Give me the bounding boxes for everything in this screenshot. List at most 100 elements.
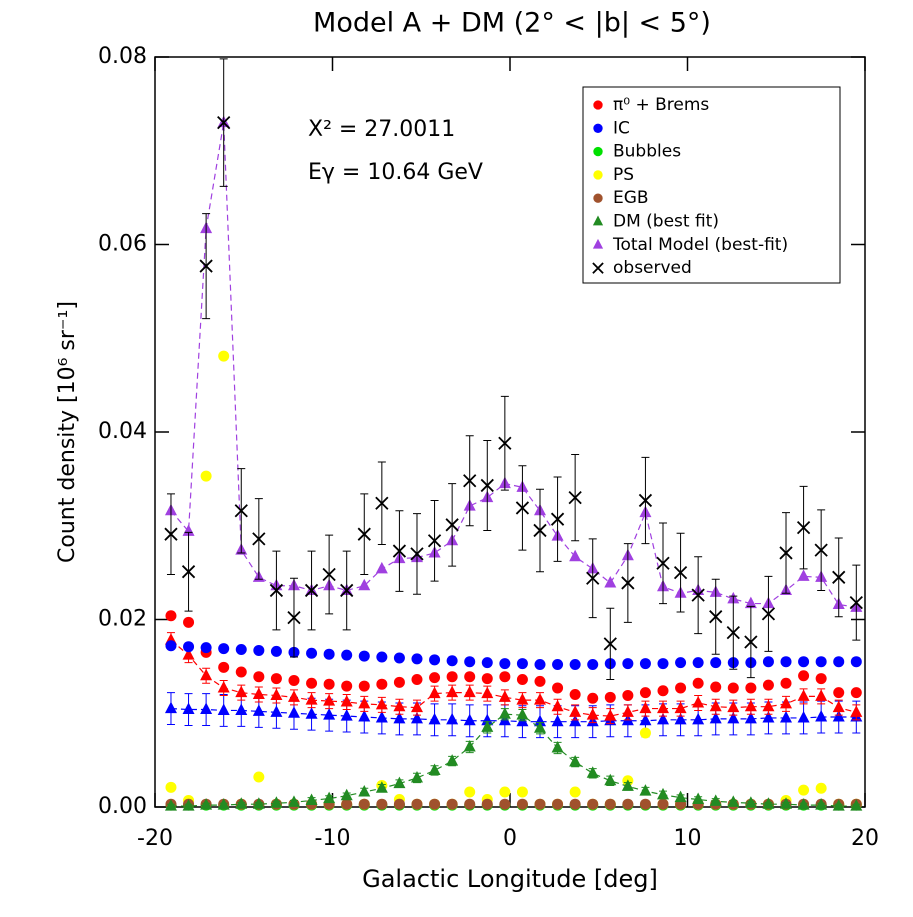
data-point — [762, 710, 775, 723]
data-point — [375, 697, 388, 710]
x-tick-label: 0 — [503, 826, 517, 851]
data-point — [639, 727, 651, 739]
data-point — [305, 707, 318, 719]
data-point — [481, 713, 494, 726]
data-point — [304, 583, 319, 598]
data-point — [850, 799, 863, 811]
data-point — [340, 695, 353, 707]
data-point — [446, 798, 458, 810]
data-point — [323, 791, 336, 804]
data-point — [200, 798, 213, 810]
data-point — [639, 687, 651, 699]
data-point — [306, 677, 318, 689]
data-point — [727, 682, 739, 694]
data-point — [516, 658, 528, 670]
data-point — [183, 641, 195, 653]
data-point — [446, 671, 458, 683]
data-point — [516, 693, 529, 705]
data-point — [674, 712, 687, 725]
data-point — [744, 796, 757, 808]
data-point — [200, 702, 213, 714]
data-point — [534, 675, 546, 687]
legend-marker — [592, 238, 604, 249]
legend-label: IC — [613, 118, 630, 138]
data-point — [164, 799, 177, 811]
data-point — [411, 653, 423, 665]
data-point — [428, 712, 441, 725]
data-point — [341, 798, 353, 810]
data-point — [762, 797, 775, 809]
x-tick-label: 20 — [851, 826, 879, 851]
data-point — [797, 689, 810, 701]
legend-marker — [592, 215, 604, 226]
data-point — [499, 786, 511, 798]
data-point — [569, 798, 581, 810]
legend-label: Total Model (best-fit) — [612, 235, 788, 255]
data-point — [587, 692, 599, 704]
data-point — [639, 713, 652, 726]
data-point — [814, 543, 828, 557]
data-point — [235, 644, 247, 655]
data-point — [376, 678, 388, 690]
data-point — [692, 677, 704, 689]
data-point — [270, 688, 283, 700]
legend-marker — [593, 100, 603, 110]
data-point — [375, 781, 388, 793]
series-line — [170, 639, 857, 717]
data-point — [252, 704, 265, 716]
data-point — [656, 556, 670, 570]
data-point — [604, 773, 617, 786]
data-point — [481, 686, 494, 699]
data-point — [815, 798, 828, 810]
data-point — [515, 501, 530, 515]
data-point — [657, 658, 669, 670]
data-point — [481, 798, 493, 810]
data-point — [217, 703, 230, 715]
data-point — [165, 640, 177, 652]
data-point — [762, 679, 774, 691]
data-point — [445, 518, 459, 532]
data-point — [744, 711, 757, 724]
data-point — [182, 648, 195, 660]
data-point — [622, 658, 634, 670]
legend-label: Bubbles — [613, 142, 681, 162]
data-point — [340, 788, 353, 801]
data-point — [429, 654, 441, 666]
data-point — [586, 708, 599, 720]
data-point — [586, 766, 599, 778]
data-point — [709, 794, 722, 806]
data-point — [727, 795, 740, 807]
data-point — [533, 523, 547, 538]
data-point — [815, 689, 828, 701]
data-point — [165, 610, 177, 622]
data-point — [393, 711, 406, 724]
data-point — [815, 673, 827, 685]
y-axis-label: Count density [10⁶ sr⁻¹] — [55, 301, 80, 563]
data-point — [375, 710, 388, 723]
data-point — [833, 687, 845, 699]
data-point — [323, 708, 336, 720]
data-point — [164, 527, 178, 541]
data-point — [269, 583, 284, 598]
data-point — [727, 700, 740, 713]
data-point — [587, 659, 599, 670]
data-point — [761, 607, 776, 621]
data-point — [181, 565, 196, 579]
data-point — [253, 771, 265, 783]
data-point — [569, 659, 581, 670]
data-point — [498, 707, 511, 719]
data-point — [323, 678, 335, 690]
data-point — [464, 671, 476, 683]
data-point — [182, 524, 195, 536]
data-point — [252, 687, 265, 699]
data-point — [710, 657, 722, 669]
data-point — [638, 493, 653, 508]
data-point — [446, 655, 458, 667]
data-point — [692, 712, 705, 725]
data-point — [797, 710, 810, 723]
data-point — [762, 656, 774, 668]
data-point — [270, 673, 282, 685]
data-point — [726, 625, 740, 640]
data-point — [253, 671, 265, 683]
data-point — [798, 656, 810, 668]
